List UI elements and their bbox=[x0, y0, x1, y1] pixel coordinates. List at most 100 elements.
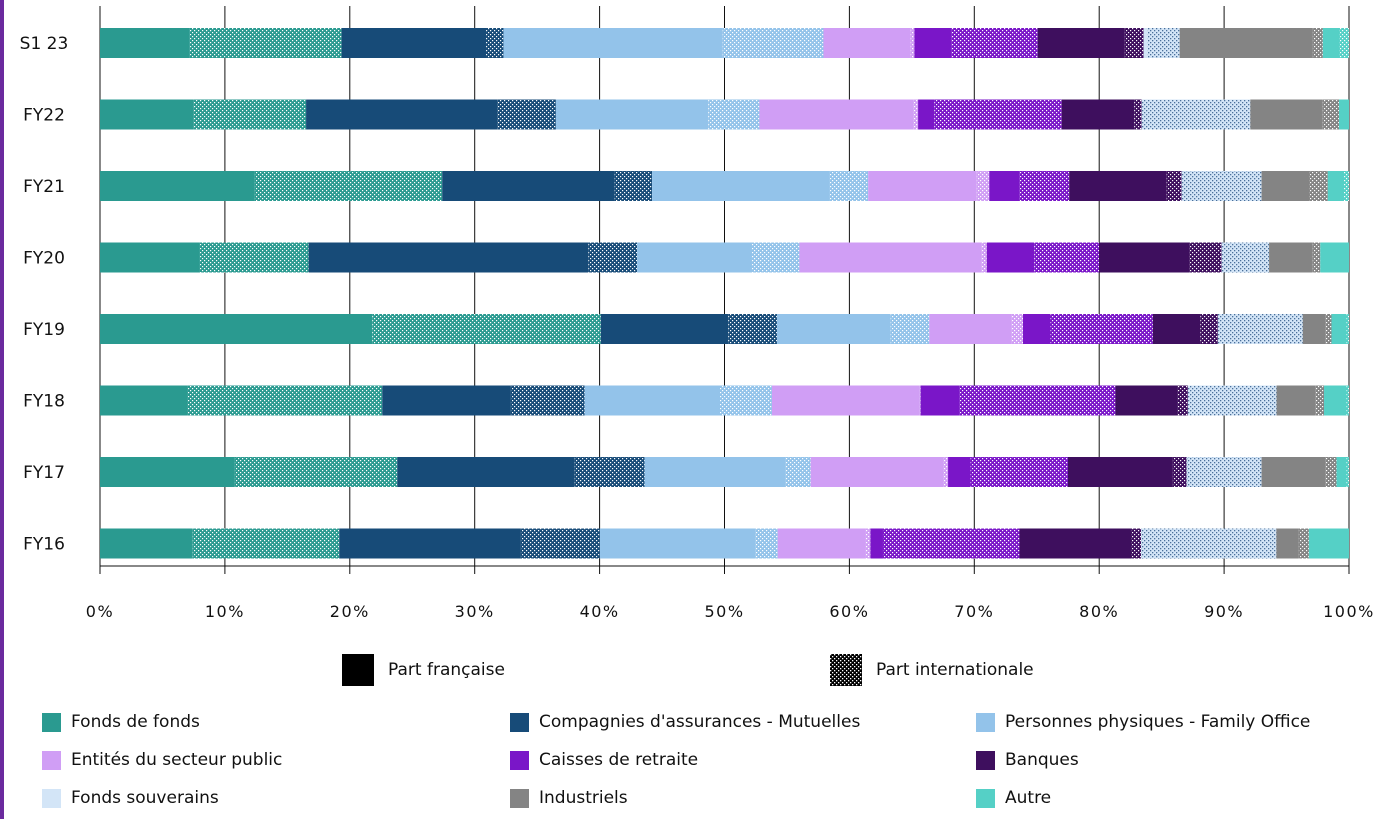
bar-segment-pattern bbox=[1312, 242, 1321, 273]
legend-label: Autre bbox=[1005, 788, 1052, 808]
bar-segment bbox=[100, 28, 190, 58]
bar-segment bbox=[1327, 171, 1345, 201]
legend-label: Fonds souverains bbox=[71, 788, 219, 808]
bar-segment-pattern bbox=[1200, 314, 1218, 344]
bar-segment bbox=[986, 242, 1035, 273]
bar-segment-pattern bbox=[981, 242, 987, 273]
solid-swatch-icon bbox=[342, 654, 374, 686]
x-tick-label: 70% bbox=[954, 602, 994, 621]
bar-segment bbox=[870, 528, 883, 559]
bar-segment bbox=[918, 99, 935, 130]
bar-segment-pattern bbox=[1034, 242, 1100, 273]
bar-segment bbox=[1250, 99, 1323, 130]
y-tick-label: FY17 bbox=[23, 463, 65, 483]
legend-item: Caisses de retraite bbox=[510, 750, 698, 770]
bar-segment-pattern bbox=[722, 28, 824, 58]
bar-segment-pattern bbox=[785, 457, 811, 487]
bar-segment-pattern bbox=[193, 99, 307, 130]
bar-segment bbox=[823, 28, 911, 58]
bar-segment-pattern bbox=[719, 385, 772, 416]
bar-segment bbox=[442, 171, 615, 201]
x-tick-label: 90% bbox=[1204, 602, 1244, 621]
y-tick-label: FY16 bbox=[23, 535, 65, 555]
x-tick-label: 0% bbox=[86, 602, 114, 621]
bar-segment-pattern bbox=[890, 314, 930, 344]
bar-segment-pattern bbox=[913, 99, 919, 130]
bar-segment bbox=[100, 99, 194, 130]
y-tick-label: FY21 bbox=[23, 177, 65, 197]
legend-item: Entités du secteur public bbox=[42, 750, 282, 770]
bar-segment-pattern bbox=[1172, 457, 1187, 487]
bar-segment bbox=[1308, 528, 1349, 559]
y-tick-label: FY19 bbox=[23, 320, 65, 340]
bar-segment-pattern bbox=[497, 99, 556, 130]
bar-segment bbox=[1322, 28, 1340, 58]
bar-segment-pattern bbox=[1346, 314, 1349, 344]
bar-segment bbox=[1269, 242, 1313, 273]
bar-segment-pattern bbox=[1325, 314, 1332, 344]
bar-segment-pattern bbox=[1181, 171, 1262, 201]
y-tick-label: FY18 bbox=[23, 392, 65, 412]
bar-segment-pattern bbox=[708, 99, 760, 130]
bar-segment bbox=[1179, 28, 1313, 58]
bar-segment-pattern bbox=[588, 242, 638, 273]
bar-segment bbox=[652, 171, 830, 201]
bar-segment-pattern bbox=[910, 28, 915, 58]
bar-segment bbox=[776, 314, 891, 344]
bar-segment bbox=[1339, 99, 1349, 130]
bar-segment-pattern bbox=[1187, 385, 1277, 416]
bar-segment bbox=[1061, 99, 1135, 130]
bar-segment bbox=[810, 457, 944, 487]
dotted-swatch-icon bbox=[830, 654, 862, 686]
bar-segment-pattern bbox=[829, 171, 869, 201]
left-border bbox=[0, 0, 4, 819]
bar-segment bbox=[637, 242, 752, 273]
bar-segment bbox=[948, 457, 971, 487]
bar-segment bbox=[1320, 242, 1349, 273]
bar-segment-pattern bbox=[520, 528, 600, 559]
bar-segment bbox=[920, 385, 960, 416]
legend-label: Caisses de retraite bbox=[539, 750, 699, 770]
bar-segment-pattern bbox=[614, 171, 653, 201]
bar-segment bbox=[1336, 457, 1347, 487]
bar-segment bbox=[100, 385, 188, 416]
legend-label: Part française bbox=[388, 660, 505, 680]
bar-segment-pattern bbox=[1141, 99, 1251, 130]
bar-segment-pattern bbox=[192, 528, 340, 559]
y-tick-label: S1 23 bbox=[20, 34, 69, 54]
bar-segment bbox=[341, 28, 487, 58]
bar-segment bbox=[1331, 314, 1347, 344]
bar-segment bbox=[100, 171, 255, 201]
legend-label: Entités du secteur public bbox=[71, 750, 283, 770]
bar-segment-pattern bbox=[254, 171, 443, 201]
bar-segment bbox=[644, 457, 786, 487]
bar-segment bbox=[1276, 385, 1316, 416]
legend-part-internationale: Part internationale bbox=[830, 654, 1034, 686]
bar-segment-pattern bbox=[951, 28, 1038, 58]
bar-segment-pattern bbox=[1050, 314, 1153, 344]
legend-item: Fonds de fonds bbox=[42, 712, 200, 732]
legend-item: Industriels bbox=[510, 788, 628, 808]
bar-segment-pattern bbox=[1309, 171, 1328, 201]
legend-label: Banques bbox=[1005, 750, 1079, 770]
bar-segment bbox=[555, 99, 709, 130]
bar-segment bbox=[1099, 242, 1190, 273]
bar-segment-pattern bbox=[510, 385, 585, 416]
bar-segment-pattern bbox=[1011, 314, 1024, 344]
bar-segment-pattern bbox=[1315, 385, 1325, 416]
bar-segment-pattern bbox=[187, 385, 383, 416]
bar-segment bbox=[1261, 457, 1326, 487]
bar-segment-pattern bbox=[199, 242, 309, 273]
bar-segment bbox=[599, 528, 756, 559]
bar-segment-pattern bbox=[1325, 457, 1337, 487]
x-tick-label: 40% bbox=[580, 602, 620, 621]
bar-segment-pattern bbox=[1344, 171, 1349, 201]
bar-segment-pattern bbox=[1147, 28, 1180, 58]
bar-segment-pattern bbox=[1166, 171, 1182, 201]
bar-segment-pattern bbox=[1134, 99, 1142, 130]
bar-segment bbox=[1276, 528, 1299, 559]
legend-item: Autre bbox=[976, 788, 1051, 808]
bar-segment-pattern bbox=[1312, 28, 1323, 58]
bar-segment bbox=[799, 242, 982, 273]
bar-segment-pattern bbox=[1141, 528, 1277, 559]
